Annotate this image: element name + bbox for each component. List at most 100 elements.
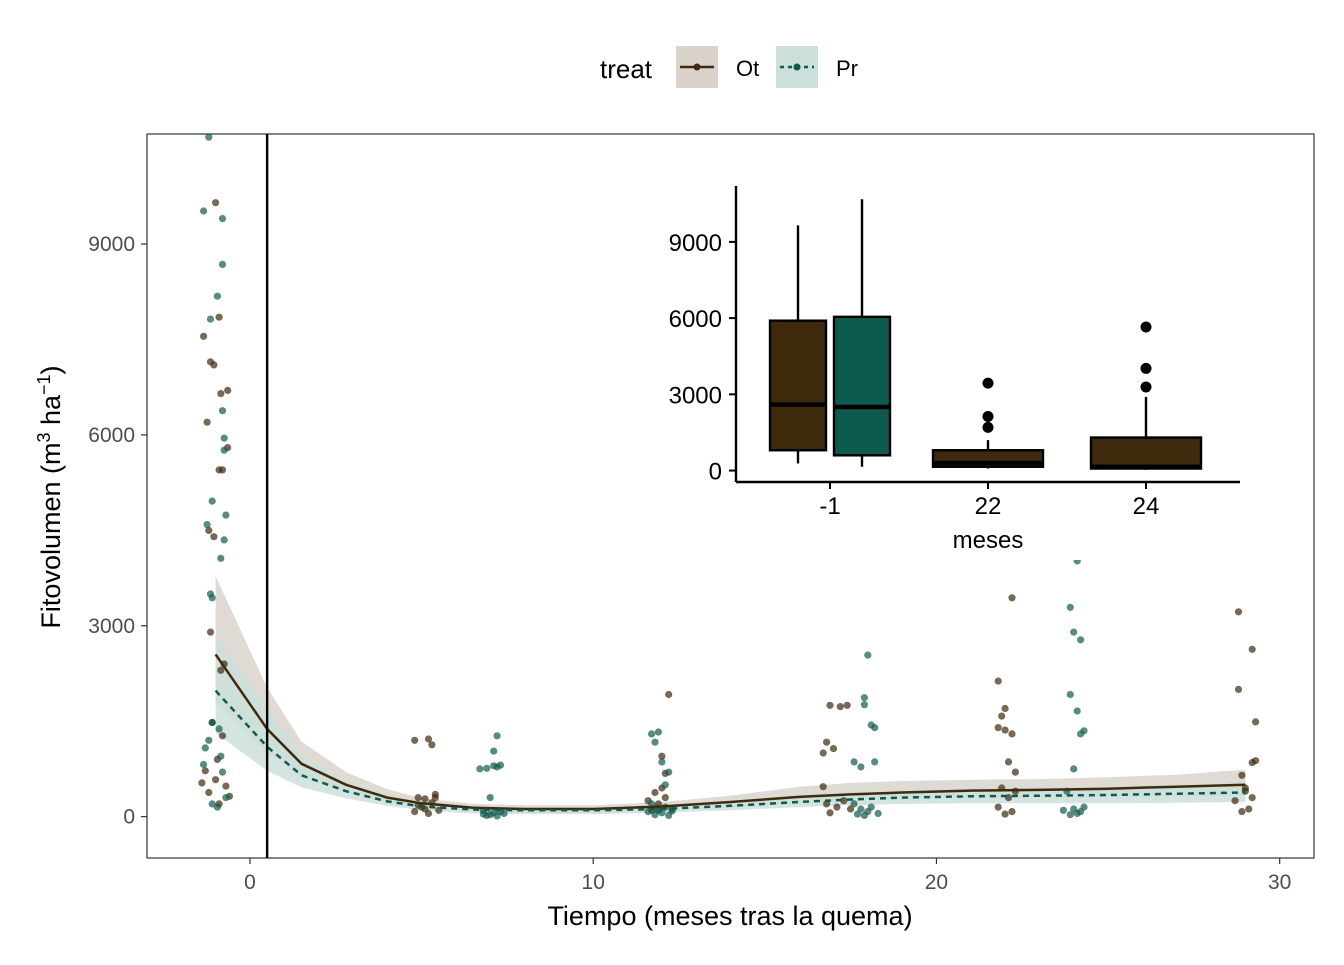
data-point-ot xyxy=(840,797,848,805)
data-point-ot xyxy=(1238,808,1246,816)
x-axis-title: Tiempo (meses tras la quema) xyxy=(547,901,912,931)
data-point-ot xyxy=(212,776,220,784)
data-point-pr xyxy=(860,694,869,702)
fit-lines xyxy=(214,653,1246,812)
confidence-ribbons xyxy=(215,576,1246,815)
inset-x-tick-label: 22 xyxy=(975,493,1002,520)
data-point-ot xyxy=(826,809,834,817)
data-point-pr xyxy=(201,744,209,752)
data-point-ot xyxy=(998,712,1006,720)
data-point-ot xyxy=(836,703,844,711)
data-point-pr xyxy=(860,811,869,820)
data-point-pr xyxy=(1070,628,1078,636)
data-point-pr xyxy=(208,800,216,808)
legend-point-pr xyxy=(793,63,801,71)
data-point-ot xyxy=(1248,645,1256,653)
data-point-pr xyxy=(500,809,508,818)
data-point-ot xyxy=(218,732,227,740)
y-axis-title-end: ) xyxy=(36,365,66,374)
data-point-ot xyxy=(205,526,213,535)
y-tick-label: 0 xyxy=(123,806,135,829)
data-point-ot xyxy=(1234,608,1243,616)
data-point-ot xyxy=(424,735,433,743)
inset-x-axis-title: meses xyxy=(953,527,1024,554)
data-point-ot xyxy=(411,808,419,816)
data-point-pr xyxy=(493,732,501,740)
fit-line-pr xyxy=(214,689,1246,812)
data-point-ot xyxy=(421,795,429,803)
inset-x-tick-label: -1 xyxy=(819,493,840,520)
outlier-ot-22 xyxy=(982,377,994,389)
data-point-pr xyxy=(483,764,491,772)
inset-background xyxy=(660,180,1260,560)
data-point-pr xyxy=(651,738,659,746)
data-point-ot xyxy=(205,788,213,797)
data-point-ot xyxy=(994,724,1002,732)
data-point-pr xyxy=(205,133,213,141)
data-point-pr xyxy=(220,434,228,442)
inset-y-ticks: 0 3000 6000 9000 xyxy=(669,230,736,486)
data-point-ot xyxy=(218,466,227,474)
data-point-pr xyxy=(1080,803,1088,811)
legend-point-ot xyxy=(693,63,701,71)
data-point-pr xyxy=(665,768,673,776)
data-point-ot xyxy=(1001,810,1009,818)
data-point-pr xyxy=(213,803,221,811)
legend: treat Ot Pr xyxy=(600,46,858,88)
y-tick-label: 3000 xyxy=(88,615,135,638)
data-point-ot xyxy=(1004,758,1013,766)
data-point-ot xyxy=(823,800,831,808)
data-point-pr xyxy=(222,794,230,802)
data-point-ot xyxy=(215,313,223,321)
data-point-ot xyxy=(1234,685,1243,694)
data-point-ot xyxy=(829,745,838,753)
outlier-ot-24 xyxy=(1140,321,1152,333)
data-point-ot xyxy=(1241,784,1249,792)
box-ot-m1 xyxy=(768,319,828,452)
data-point-pr xyxy=(496,761,505,769)
data-point-ot xyxy=(1008,808,1016,816)
data-point-ot xyxy=(994,803,1002,811)
data-point-pr xyxy=(1077,636,1085,644)
data-point-pr xyxy=(222,511,230,519)
data-point-pr xyxy=(200,760,208,769)
outlier-ot-24 xyxy=(1140,381,1152,393)
inset-y-tick-label: 6000 xyxy=(669,306,722,333)
data-point-ot xyxy=(661,794,669,802)
data-point-ot xyxy=(833,803,841,811)
data-point-ot xyxy=(823,738,831,746)
data-point-pr xyxy=(206,315,215,323)
data-point-ot xyxy=(222,782,230,790)
data-point-pr xyxy=(853,810,862,818)
box-ot-24 xyxy=(1089,436,1203,470)
data-point-ot xyxy=(212,199,220,207)
data-point-pr xyxy=(874,809,882,818)
x-axis-ticks: 0 10 20 30 xyxy=(244,858,1291,894)
data-point-ot xyxy=(847,805,855,813)
data-point-ot xyxy=(224,386,232,394)
inset-x-tick-label: 24 xyxy=(1133,493,1160,520)
inset-boxes xyxy=(768,199,1203,470)
data-point-pr xyxy=(1066,603,1074,611)
data-point-ot xyxy=(411,736,419,744)
data-point-ot xyxy=(1245,805,1253,813)
data-point-pr xyxy=(217,554,225,562)
fit-line-ot xyxy=(214,653,1246,811)
inset-y-tick-label: 9000 xyxy=(669,230,722,257)
ribbon-pr xyxy=(215,637,1246,815)
data-point-pr xyxy=(208,594,216,602)
data-point-ot xyxy=(1248,794,1256,802)
data-points xyxy=(198,133,1260,820)
data-point-ot xyxy=(843,701,851,709)
y-axis-title-mid: ha xyxy=(36,394,66,433)
data-point-pr xyxy=(218,260,227,268)
data-point-pr xyxy=(476,765,484,773)
data-point-pr xyxy=(215,725,223,733)
data-point-ot xyxy=(826,701,834,709)
data-point-ot xyxy=(1238,771,1246,779)
data-point-ot xyxy=(1011,768,1020,776)
data-point-pr xyxy=(213,292,221,300)
data-point-ot xyxy=(203,418,211,426)
x-tick-label: 20 xyxy=(925,871,948,894)
legend-label-ot: Ot xyxy=(736,56,759,81)
